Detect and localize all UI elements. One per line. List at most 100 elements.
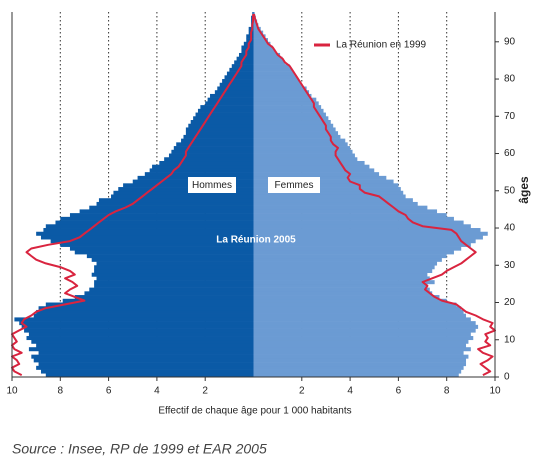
bar bbox=[253, 228, 481, 233]
bar bbox=[45, 302, 254, 307]
y-tick-label: 20 bbox=[504, 297, 516, 308]
bar bbox=[144, 172, 254, 177]
bar bbox=[253, 328, 476, 333]
bar bbox=[253, 261, 438, 266]
bar bbox=[24, 328, 254, 333]
bar bbox=[253, 302, 457, 307]
bar bbox=[181, 138, 254, 143]
bar bbox=[113, 190, 254, 195]
bar bbox=[241, 49, 254, 54]
bar bbox=[253, 343, 467, 348]
bar bbox=[36, 231, 254, 236]
bar bbox=[253, 201, 418, 206]
bar bbox=[253, 283, 428, 288]
bar bbox=[253, 86, 307, 91]
bar bbox=[253, 105, 322, 110]
bar bbox=[253, 358, 467, 363]
legend-label: La Réunion en 1999 bbox=[336, 40, 427, 51]
bar bbox=[253, 198, 413, 203]
bar bbox=[253, 179, 394, 184]
bar bbox=[253, 213, 447, 218]
x-axis-label: Effectif de chaque âge pour 1 000 habita… bbox=[158, 406, 351, 417]
bar bbox=[168, 153, 254, 158]
bar bbox=[234, 60, 254, 65]
y-tick-label: 0 bbox=[504, 372, 510, 383]
bar bbox=[253, 90, 310, 95]
bar bbox=[253, 350, 464, 355]
bar bbox=[253, 30, 264, 35]
y-tick-label: 10 bbox=[504, 334, 516, 345]
bar bbox=[185, 127, 254, 132]
bar bbox=[89, 205, 254, 210]
bar bbox=[96, 276, 254, 281]
annotation: La Réunion 2005 bbox=[216, 235, 296, 246]
bar bbox=[45, 224, 254, 229]
bar bbox=[253, 272, 428, 277]
bar bbox=[253, 365, 464, 370]
bar bbox=[159, 160, 254, 166]
bar bbox=[253, 67, 293, 72]
bar bbox=[74, 295, 254, 300]
bar bbox=[236, 56, 254, 61]
bar bbox=[214, 90, 254, 95]
bar bbox=[253, 183, 399, 188]
reference-line bbox=[11, 13, 255, 376]
bar bbox=[219, 82, 254, 87]
bar bbox=[253, 362, 467, 367]
bar bbox=[43, 228, 254, 233]
bar bbox=[31, 354, 254, 359]
bar bbox=[84, 291, 254, 296]
bar bbox=[33, 313, 254, 318]
bar bbox=[149, 168, 254, 173]
bar bbox=[253, 52, 281, 57]
bar bbox=[253, 324, 479, 329]
bar bbox=[253, 369, 462, 374]
bar bbox=[253, 45, 273, 50]
bar bbox=[207, 97, 254, 102]
bar bbox=[94, 265, 254, 270]
bar bbox=[171, 149, 254, 154]
bar bbox=[200, 105, 254, 110]
bar bbox=[253, 220, 464, 225]
bar bbox=[36, 365, 254, 370]
bar bbox=[253, 216, 454, 221]
x-tick-label: 10 bbox=[6, 386, 18, 397]
reference-line bbox=[253, 13, 496, 376]
bar bbox=[253, 250, 454, 255]
bar bbox=[253, 153, 355, 158]
bar bbox=[253, 339, 469, 344]
bar bbox=[253, 75, 297, 80]
bar bbox=[36, 343, 254, 348]
bar bbox=[94, 283, 254, 288]
bar bbox=[217, 86, 254, 91]
bar bbox=[253, 309, 464, 314]
y-tick-label: 80 bbox=[504, 74, 516, 85]
bar bbox=[253, 298, 447, 303]
bar bbox=[253, 291, 433, 296]
bar bbox=[118, 187, 254, 192]
bar bbox=[96, 201, 254, 206]
x-tick-label: 6 bbox=[396, 386, 402, 397]
bar bbox=[253, 142, 348, 147]
bar bbox=[188, 123, 254, 128]
bar bbox=[197, 108, 254, 113]
bar bbox=[50, 239, 254, 244]
bar bbox=[253, 108, 324, 113]
bar bbox=[14, 317, 254, 322]
bar bbox=[94, 268, 254, 274]
bar bbox=[253, 246, 462, 251]
bar bbox=[253, 34, 266, 39]
bar bbox=[253, 127, 336, 132]
bar bbox=[253, 231, 488, 236]
x-tick-label: 4 bbox=[154, 386, 160, 397]
bar bbox=[40, 235, 254, 240]
bar bbox=[246, 34, 254, 39]
bar bbox=[253, 295, 440, 300]
bar bbox=[253, 116, 329, 121]
bar bbox=[38, 350, 254, 355]
bar bbox=[26, 336, 254, 341]
bar bbox=[253, 160, 365, 166]
bar bbox=[195, 112, 254, 117]
bar bbox=[176, 142, 254, 147]
